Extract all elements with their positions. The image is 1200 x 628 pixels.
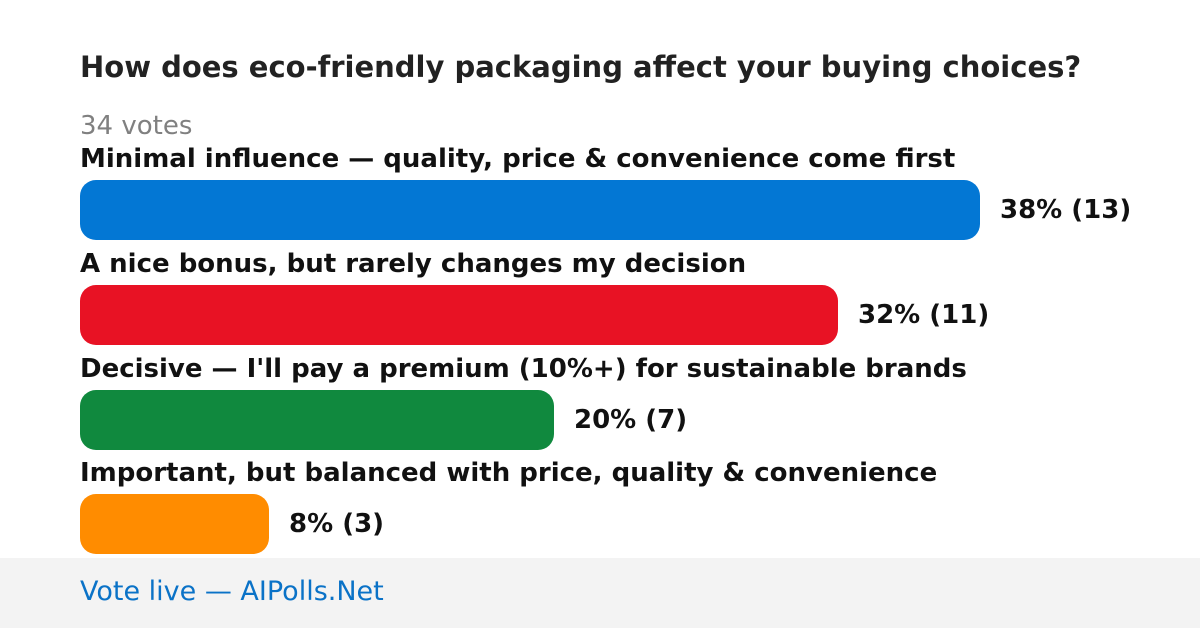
vote-count: 34 votes — [80, 111, 193, 141]
result-bar — [80, 390, 554, 450]
result-text: 38% (13) — [1000, 195, 1132, 225]
option-label: Decisive — I'll pay a premium (10%+) for… — [80, 354, 967, 384]
option-label: Important, but balanced with price, qual… — [80, 458, 938, 488]
option-label: Minimal influence — quality, price & con… — [80, 144, 956, 174]
poll-option-important-balanced[interactable]: Important, but balanced with price, qual… — [80, 457, 1180, 562]
result-text: 20% (7) — [574, 405, 688, 435]
poll-option-minimal-influence[interactable]: Minimal influence — quality, price & con… — [80, 143, 1180, 248]
result-bar — [80, 180, 980, 240]
result-text: 8% (3) — [289, 509, 385, 539]
poll-option-decisive[interactable]: Decisive — I'll pay a premium (10%+) for… — [80, 353, 1180, 458]
footer: Vote live — AIPolls.Net — [0, 558, 1200, 628]
result-text: 32% (11) — [858, 300, 990, 330]
poll-option-nice-bonus[interactable]: A nice bonus, but rarely changes my deci… — [80, 248, 1180, 353]
option-label: A nice bonus, but rarely changes my deci… — [80, 249, 747, 279]
vote-live-link[interactable]: Vote live — AIPolls.Net — [80, 576, 384, 607]
result-bar — [80, 285, 838, 345]
result-bar — [80, 494, 269, 554]
poll-question: How does eco-friendly packaging affect y… — [80, 50, 1082, 84]
